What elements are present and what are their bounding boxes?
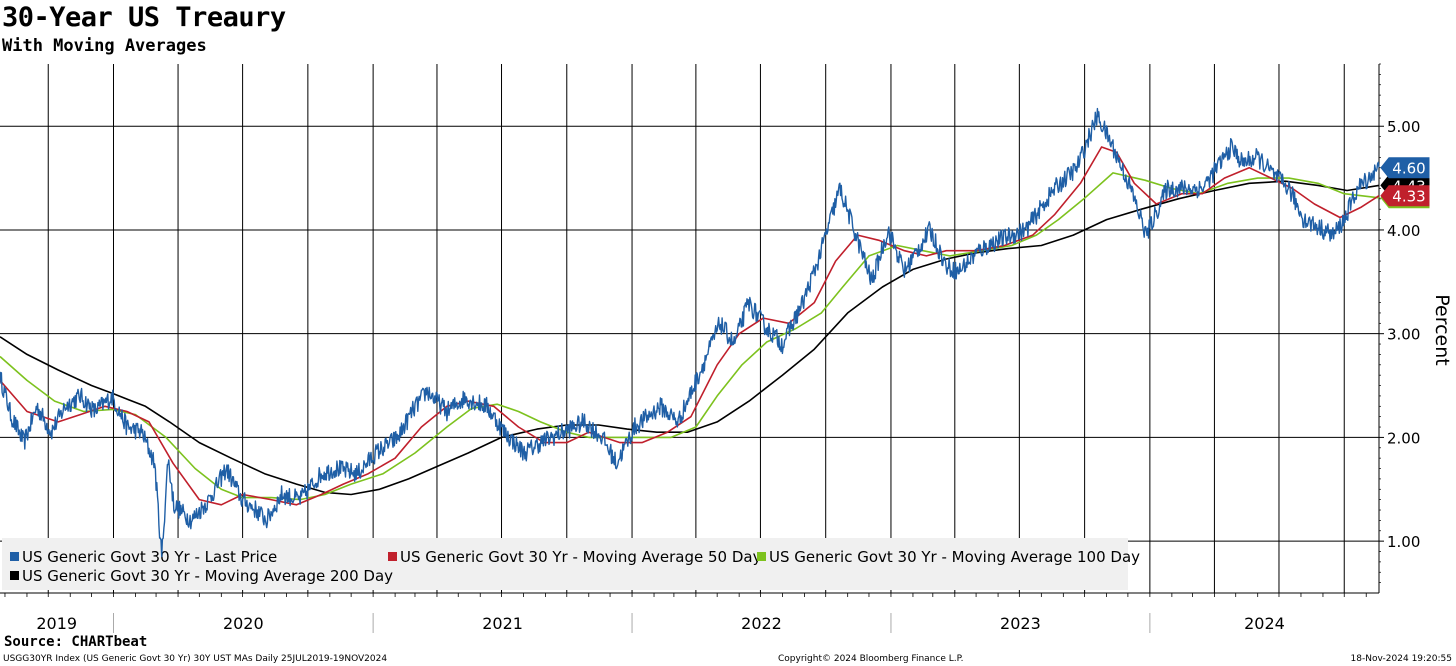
legend: US Generic Govt 30 Yr - Last Price US Gen… — [2, 538, 1140, 590]
end-label-text-ma50: 4.33 — [1392, 188, 1425, 206]
x-year-label: 2019 — [36, 614, 77, 633]
x-year-label: 2024 — [1244, 614, 1285, 633]
end-label-box-ma50 — [1380, 185, 1430, 207]
y-axis-label: Percent — [1431, 294, 1453, 366]
end-label-box-last — [1380, 157, 1430, 179]
series-line-ma50 — [0, 146, 1380, 506]
y-tick-label: 2.00 — [1387, 429, 1420, 447]
grid-layer — [0, 64, 1380, 594]
legend-label-last: US Generic Govt 30 Yr - Last Price — [22, 548, 277, 566]
axis-layer: 1.00 2.00 3.00 4.00 5.00 Percent 2019 2020 2021 2… — [4, 63, 1453, 633]
legend-swatch-ma100 — [757, 552, 766, 561]
chart-title: 30-Year US Treaury — [2, 2, 286, 33]
footer-timestamp: 18-Nov-2024 19:20:55 — [1350, 654, 1452, 664]
x-year-label: 2020 — [223, 614, 264, 633]
y-tick-label: 4.00 — [1387, 222, 1420, 240]
x-year-label: 2022 — [741, 614, 782, 633]
legend-swatch-ma50 — [388, 552, 397, 561]
series-line-ma100 — [0, 172, 1380, 501]
series-line-ma200 — [0, 180, 1380, 496]
x-year-label: 2021 — [482, 614, 523, 633]
y-tick-label: 5.00 — [1387, 118, 1420, 136]
chart-subtitle: With Moving Averages — [2, 36, 207, 56]
footer-copyright: Copyright© 2024 Bloomberg Finance L.P. — [778, 654, 964, 664]
end-labels: 4.434.314.604.33 — [1380, 157, 1430, 209]
x-year-label: 2023 — [1000, 614, 1041, 633]
legend-label-ma50: US Generic Govt 30 Yr - Moving Average 5… — [400, 548, 762, 566]
series-line-last — [0, 107, 1380, 558]
footer-index-info: USGG30YR Index (US Generic Govt 30 Yr) 3… — [3, 654, 388, 664]
source-label: Source: CHARTbeat — [4, 634, 148, 650]
legend-swatch-last — [10, 552, 19, 561]
legend-box — [2, 538, 1128, 590]
y-tick-label: 1.00 — [1387, 533, 1420, 551]
y-tick-label: 3.00 — [1387, 326, 1420, 344]
end-label-text-last: 4.60 — [1392, 160, 1425, 178]
legend-label-ma100: US Generic Govt 30 Yr - Moving Average 1… — [769, 548, 1140, 566]
legend-swatch-ma200 — [10, 571, 19, 580]
series-layer — [0, 107, 1380, 558]
legend-label-ma200: US Generic Govt 30 Yr - Moving Average 2… — [22, 567, 393, 585]
